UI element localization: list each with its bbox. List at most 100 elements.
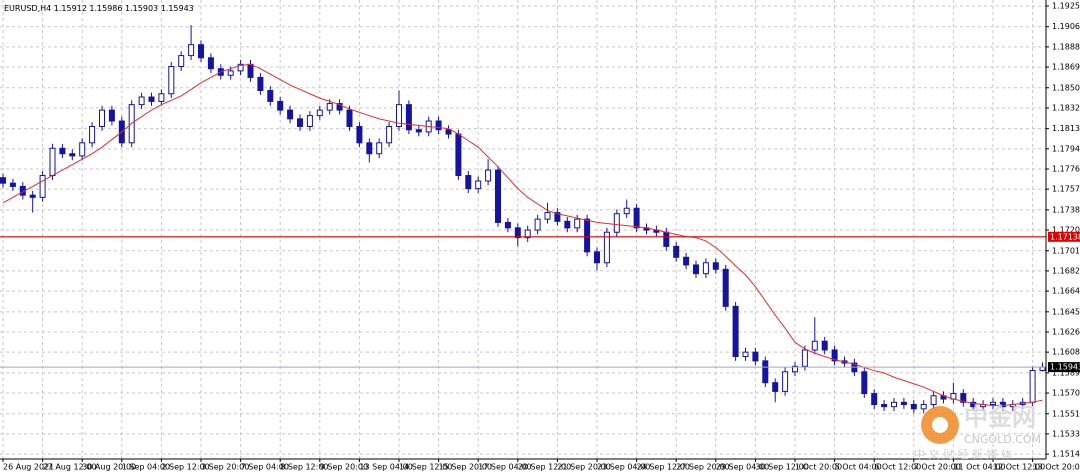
x-tick-label: 21 Sep 20:00 [557, 463, 610, 472]
x-tick-label: 13 Sep 04:00 [359, 463, 412, 472]
y-tick-label: 1.16265 [1052, 327, 1080, 336]
moving-average [2, 63, 1043, 407]
last-price-tag [1048, 362, 1080, 373]
candle-body [663, 231, 670, 247]
candle-body [138, 96, 145, 106]
logo-inner [932, 417, 948, 433]
x-tick-label: 27 Sep 20:00 [676, 463, 729, 472]
candle-body [49, 147, 56, 177]
hline-label: 1.17138 [1050, 232, 1080, 241]
candle-body [435, 120, 442, 131]
candle-body [237, 63, 244, 72]
y-tick-label: 1.18320 [1052, 103, 1080, 112]
title-close: 1.15943 [161, 4, 194, 13]
candle-body [415, 129, 422, 133]
candle-body [920, 403, 927, 410]
x-tick-label: 27 Aug 12:00 [43, 463, 97, 472]
candle-body [356, 125, 363, 144]
candle-body [207, 57, 214, 70]
y-tick-label: 1.18695 [1052, 63, 1080, 72]
candle-body [693, 264, 699, 275]
candle-body [772, 382, 779, 392]
candle-body [257, 76, 264, 91]
candle-body [871, 393, 878, 405]
watermark-slogan: 中 文 财 经 新 媒 体 [914, 447, 1012, 461]
candle-body [534, 218, 541, 231]
y-tick-label: 1.15145 [1052, 450, 1080, 459]
candle-body [108, 109, 115, 122]
y-tick-label: 1.18505 [1052, 83, 1080, 92]
y-tick-label: 1.16640 [1052, 287, 1080, 296]
x-tick-label: 1 Sep 04:00 [122, 463, 170, 472]
candle-body [267, 89, 274, 102]
y-tick-label: 1.19255 [1052, 1, 1080, 10]
candle-body [603, 231, 610, 264]
x-tick-label: 6 Oct 12:00 [874, 463, 921, 472]
y-tick-label: 1.17385 [1052, 205, 1080, 214]
hline-tag [1048, 231, 1080, 242]
x-tick-label: 15 Sep 20:00 [439, 463, 492, 472]
candle-body [158, 93, 165, 102]
candle-body [59, 147, 66, 155]
candle-body [574, 218, 581, 229]
candle-body [742, 351, 749, 358]
title-low: 1.15903 [125, 4, 158, 13]
x-tick-label: 2 Sep 12:00 [161, 463, 209, 472]
candle-body [485, 169, 492, 182]
x-tick-label: 24 Sep 12:00 [637, 463, 690, 472]
candle-body [999, 401, 1006, 408]
candle-body [594, 251, 600, 264]
candle-body [613, 213, 620, 233]
y-tick-label: 1.16080 [1052, 348, 1080, 357]
candle-body [247, 63, 254, 78]
x-tick-label: 20 Sep 12:00 [518, 463, 571, 472]
candle-body [811, 340, 818, 351]
candle-body [475, 180, 482, 190]
candle-body [861, 371, 868, 395]
candle-body [752, 351, 759, 362]
candle-body [346, 109, 353, 127]
x-tick-label: 23 Sep 04:00 [597, 463, 650, 472]
candle-body [277, 100, 284, 111]
candle-body [891, 401, 897, 408]
candle-body [633, 207, 640, 229]
x-tick-label: 30 Sep 12:00 [755, 463, 808, 472]
candle-body [514, 227, 521, 239]
y-tick-label: 1.17200 [1052, 226, 1080, 235]
candle-body [99, 109, 105, 127]
candle-body [178, 55, 185, 68]
y-tick-label: 1.15330 [1052, 429, 1080, 438]
x-tick-label: 29 Sep 04:00 [716, 463, 769, 472]
y-tick-label: 1.16825 [1052, 266, 1080, 275]
candle-body [900, 401, 907, 405]
candle-body [564, 220, 571, 229]
candle-body [584, 218, 591, 253]
title-high: 1.15986 [89, 4, 122, 13]
x-tick-label: 8 Sep 12:00 [280, 463, 328, 472]
x-tick-label: 30 Aug 20:00 [82, 463, 136, 472]
candle-body [712, 262, 719, 270]
x-tick-label: 12 Oct 12:00 [993, 463, 1045, 472]
candle-body [148, 96, 155, 102]
x-tick-label: 7 Oct 20:00 [914, 463, 961, 472]
y-tick-label: 1.17945 [1052, 144, 1080, 153]
candle-body [465, 175, 472, 190]
candle-body [801, 349, 808, 367]
candle-body [881, 403, 888, 408]
candle-body [762, 360, 769, 384]
watermark-site: CNGOLD.COM [964, 433, 1041, 446]
y-tick-label: 1.16450 [1052, 307, 1080, 316]
x-tick-label: 26 Aug 2021 [3, 463, 54, 472]
candle-body [673, 245, 680, 258]
x-tick-label: 17 Sep 04:00 [478, 463, 531, 472]
candle-body [930, 395, 937, 405]
title-open: 1.15912 [54, 4, 87, 13]
last-price-label: 1.15943 [1050, 363, 1080, 372]
watermark: 中金网 CNGOLD.COM 中 文 财 经 新 媒 体 [914, 403, 1041, 461]
y-tick-label: 1.17575 [1052, 185, 1080, 194]
candle-body [9, 182, 16, 187]
symbol: EURUSD,H4 [4, 4, 51, 13]
candle-body [504, 221, 511, 229]
x-tick-label: 3 Sep 20:00 [201, 463, 249, 472]
